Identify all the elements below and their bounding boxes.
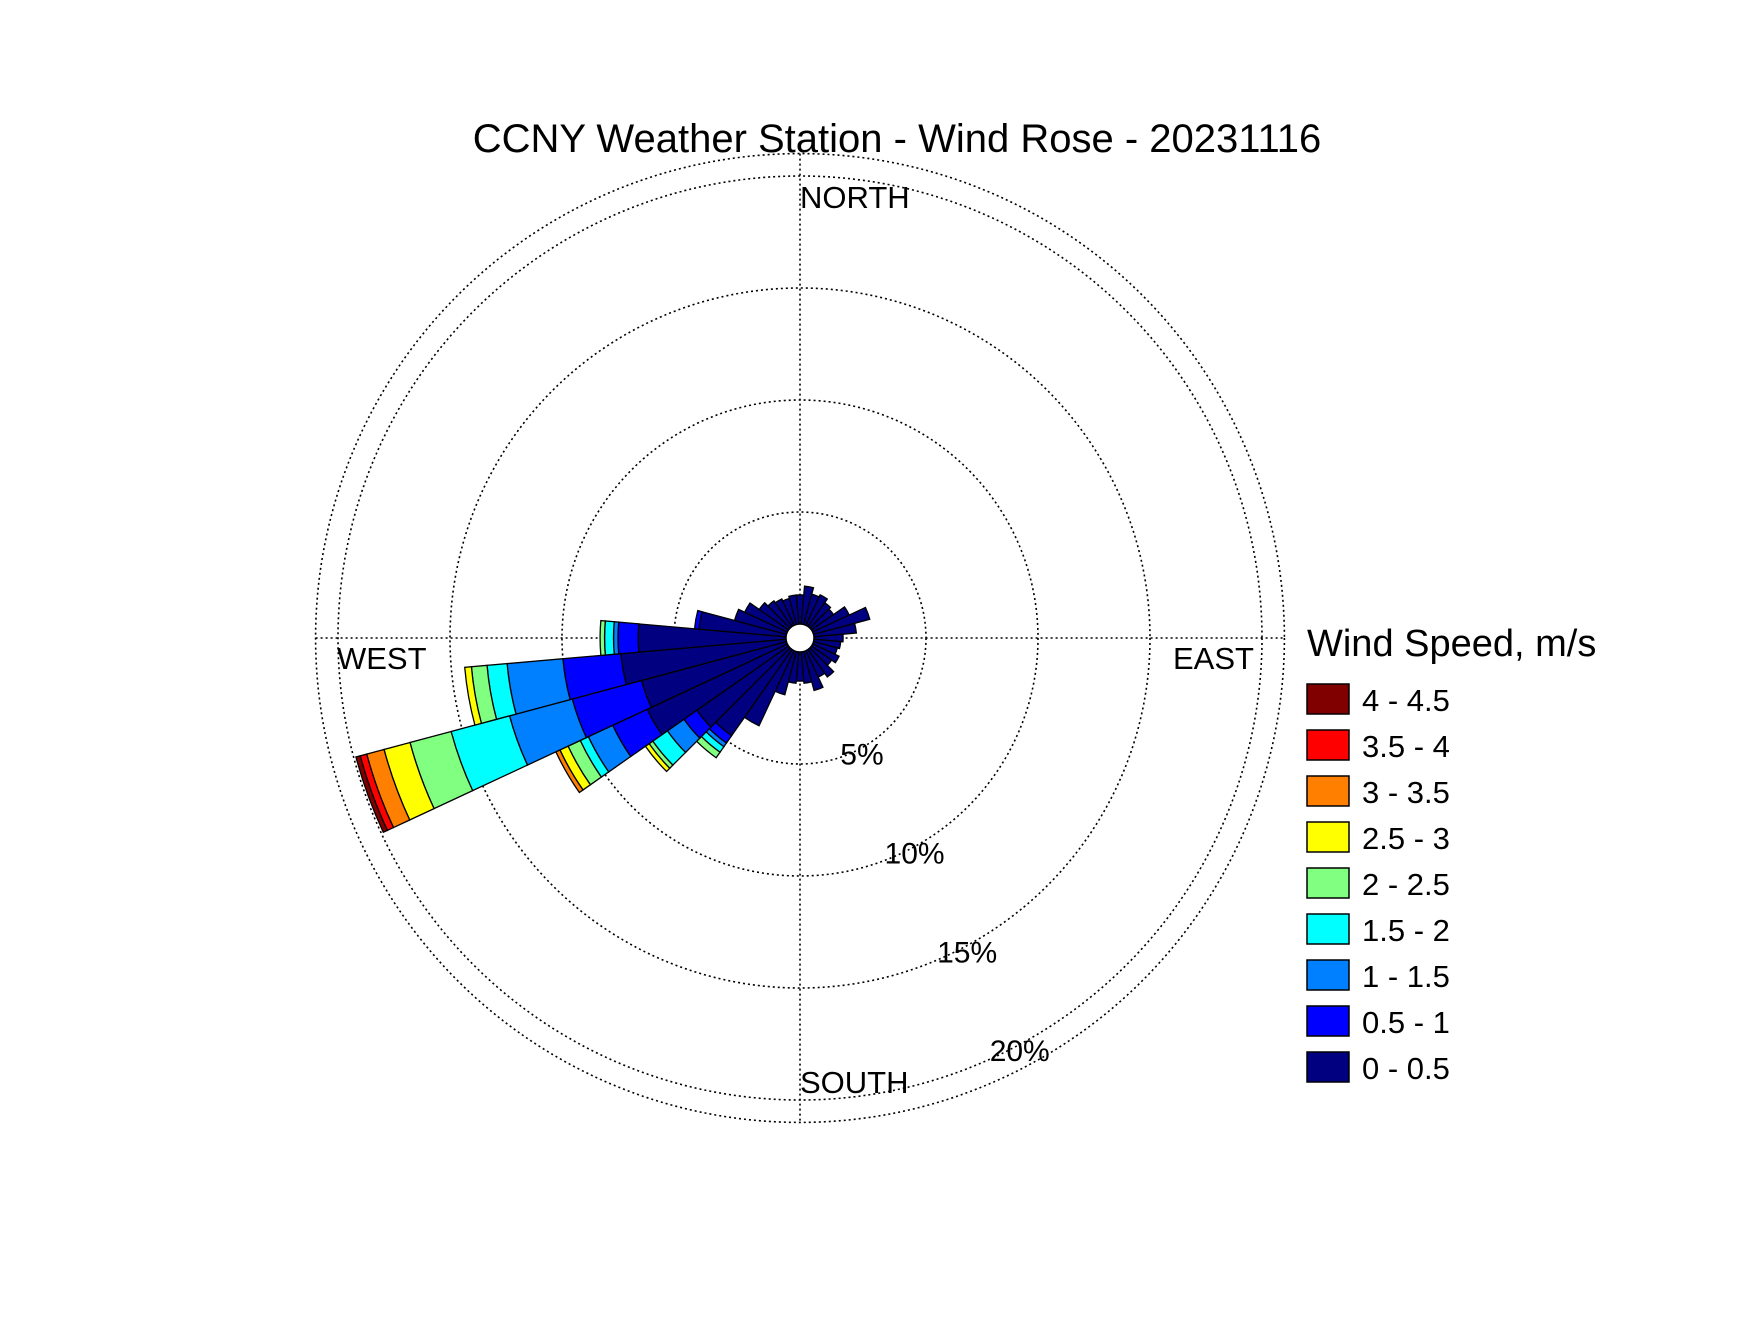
- ring-label-15: 15%: [937, 936, 997, 969]
- legend-label: 3 - 3.5: [1362, 775, 1450, 810]
- legend-label: 1 - 1.5: [1362, 959, 1450, 994]
- ring-label-10: 10%: [885, 837, 945, 870]
- direction-label-south: SOUTH: [800, 1065, 909, 1100]
- grid-ring-outer: [314, 152, 1286, 1124]
- legend-title: Wind Speed, m/s: [1307, 623, 1596, 665]
- polar-grid: [314, 152, 1286, 1124]
- legend-swatch: [1306, 913, 1350, 945]
- direction-label-west: WEST: [337, 641, 427, 676]
- legend-label: 2 - 2.5: [1362, 867, 1450, 902]
- grid-ring-20: [337, 175, 1263, 1101]
- legend-swatch: [1306, 1005, 1350, 1037]
- legend-label: 0.5 - 1: [1362, 1005, 1450, 1040]
- legend: 4 - 4.5 3.5 - 4 3 - 3.5 2.5 - 3 2 - 2.5 1.5 -…: [1306, 683, 1450, 1086]
- ring-label-5: 5%: [840, 739, 883, 772]
- legend-swatch: [1306, 959, 1350, 991]
- legend-label: 4 - 4.5: [1362, 683, 1450, 718]
- wedge-270-bin-3: [603, 620, 615, 656]
- grid-ring-15: [449, 287, 1151, 989]
- ring-labels: 5% 10% 15% 20%: [840, 739, 1049, 1069]
- center-hole: [785, 623, 815, 653]
- wedge-260-bin-5: [464, 666, 483, 726]
- legend-swatch: [1306, 683, 1350, 715]
- legend-label: 1.5 - 2: [1362, 913, 1450, 948]
- legend-label: 0 - 0.5: [1362, 1051, 1450, 1086]
- legend-label: 3.5 - 4: [1362, 729, 1450, 764]
- legend-swatch: [1306, 821, 1350, 853]
- grid-ring-10: [561, 399, 1039, 877]
- legend-label: 2.5 - 3: [1362, 821, 1450, 856]
- wedge-280-bin-1: [693, 609, 703, 630]
- legend-swatch: [1306, 775, 1350, 807]
- legend-swatch: [1306, 867, 1350, 899]
- wedge-layer: [355, 585, 871, 834]
- legend-swatch: [1306, 729, 1350, 761]
- direction-label-east: EAST: [1173, 641, 1254, 676]
- wedge-270-bin-4: [599, 619, 607, 657]
- ring-label-20: 20%: [990, 1035, 1050, 1068]
- legend-swatch: [1306, 1051, 1350, 1083]
- direction-label-north: NORTH: [800, 180, 910, 215]
- wedge-250-bin-8: [355, 755, 389, 834]
- wedge-270-bin-1: [617, 621, 640, 655]
- chart-title: CCNY Weather Station - Wind Rose - 20231…: [473, 117, 1322, 161]
